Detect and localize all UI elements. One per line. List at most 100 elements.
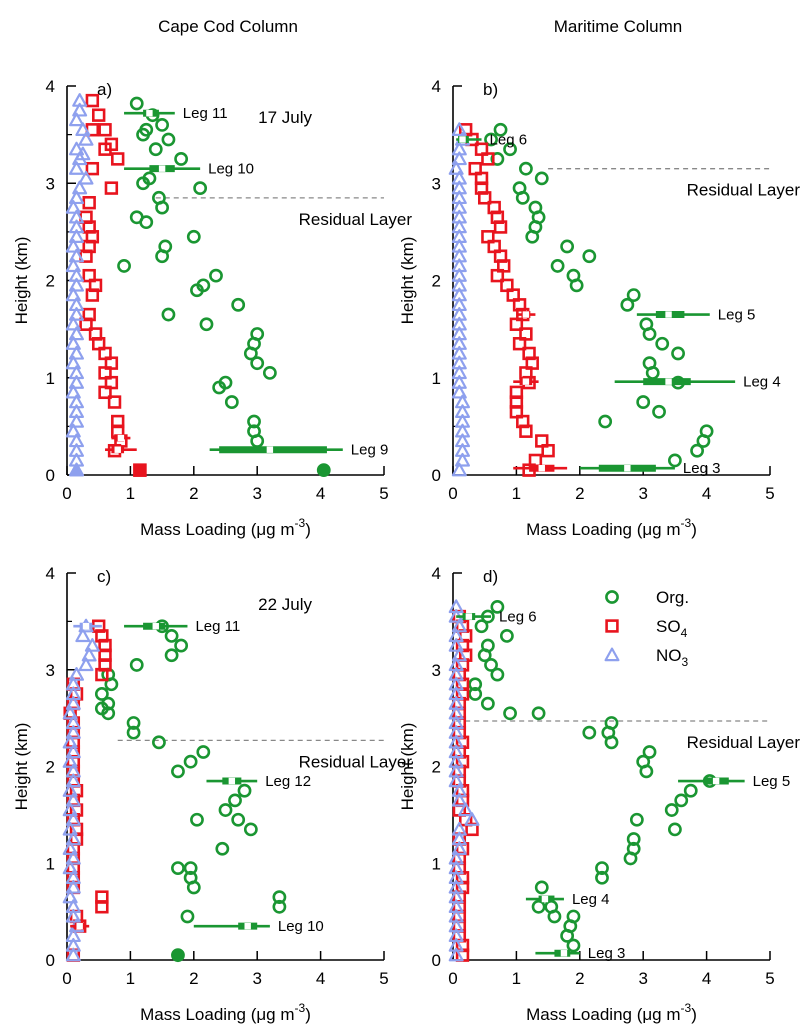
x-tick-label: 4 xyxy=(702,969,711,988)
leg-median-marker xyxy=(114,446,121,453)
data-point-triangle xyxy=(65,200,81,214)
data-point-circle xyxy=(484,658,498,672)
data-point-triangle xyxy=(69,414,85,428)
leg-label: Leg 11 xyxy=(183,105,228,122)
data-point-circle xyxy=(186,880,201,895)
data-point-square xyxy=(79,317,93,331)
data-point-circle xyxy=(499,628,514,643)
x-axis-label-close: ) xyxy=(305,1005,311,1024)
data-point-triangle xyxy=(69,112,85,127)
ground-point xyxy=(69,462,85,477)
data-point-square xyxy=(95,667,109,682)
residual-layer-label: Residual Layer xyxy=(299,752,413,771)
x-tick-label: 3 xyxy=(252,484,261,503)
data-point-triangle xyxy=(69,141,85,156)
legend-label-sub: 4 xyxy=(681,626,688,640)
x-tick-label: 1 xyxy=(512,484,521,503)
data-point-circle xyxy=(164,628,179,643)
data-point-circle xyxy=(490,667,505,682)
data-point-circle xyxy=(243,822,258,837)
data-point-triangle xyxy=(448,947,464,962)
series-so4 xyxy=(458,123,555,477)
data-point-circle xyxy=(626,832,641,846)
data-point-triangle xyxy=(65,850,81,865)
x-tick-label: 3 xyxy=(638,484,647,503)
data-point-square xyxy=(519,424,533,438)
data-point-circle xyxy=(626,288,641,302)
x-tick-label: 0 xyxy=(448,484,457,503)
x-tick-label: 0 xyxy=(62,484,71,503)
data-point-triangle xyxy=(65,355,81,370)
leg-label: Leg 3 xyxy=(588,945,626,962)
data-point-circle xyxy=(671,346,685,361)
data-point-circle xyxy=(250,356,265,371)
y-tick-label: 2 xyxy=(432,272,441,291)
leg-label: Leg 12 xyxy=(265,773,311,790)
legend-marker-square xyxy=(605,619,619,633)
leg-label: Leg 6 xyxy=(490,131,528,148)
x-axis-label: Mass Loading (μg m-3) xyxy=(140,1001,311,1024)
leg-label: Leg 9 xyxy=(351,442,389,459)
x-tick-label: 5 xyxy=(379,969,388,988)
data-point-circle xyxy=(183,861,198,875)
x-axis-label-close: ) xyxy=(691,520,697,539)
data-point-triangle xyxy=(451,647,467,662)
x-tick-label: 5 xyxy=(379,484,388,503)
data-point-triangle xyxy=(448,161,464,175)
data-point-triangle xyxy=(62,734,78,749)
data-point-triangle xyxy=(65,423,81,438)
y-tick-label: 2 xyxy=(432,758,441,777)
y-tick-label: 0 xyxy=(432,466,441,485)
data-point-triangle xyxy=(69,190,85,205)
data-point-circle xyxy=(94,687,109,701)
series-no3 xyxy=(62,618,100,962)
data-point-square xyxy=(512,337,527,351)
data-point-triangle xyxy=(451,618,467,633)
y-axis-label: Height (km) xyxy=(12,723,31,811)
leg-label: Leg 4 xyxy=(743,374,781,391)
y-axis-label: Height (km) xyxy=(398,237,417,325)
data-point-circle xyxy=(484,132,498,147)
data-point-circle xyxy=(247,414,261,429)
data-point-circle xyxy=(503,142,517,157)
x-tick-label: 2 xyxy=(575,484,584,503)
x-axis-label-close: ) xyxy=(691,1005,697,1024)
ground-point xyxy=(133,463,147,477)
panel-date: 22 July xyxy=(258,595,312,614)
data-point-triangle xyxy=(78,170,94,185)
data-point-circle xyxy=(468,687,483,701)
data-point-triangle xyxy=(65,744,81,759)
data-point-circle xyxy=(582,249,597,264)
y-tick-label: 4 xyxy=(432,564,441,583)
data-point-triangle xyxy=(65,773,81,788)
column-title-maritime: Maritime Column xyxy=(554,17,682,36)
data-point-circle xyxy=(126,725,141,740)
leg-label: Leg 5 xyxy=(753,773,791,790)
y-tick-label: 3 xyxy=(46,174,55,193)
data-point-circle xyxy=(642,327,657,341)
data-point-circle xyxy=(129,658,144,672)
data-point-circle xyxy=(117,259,131,273)
series-org xyxy=(484,122,714,468)
data-point-square xyxy=(98,142,112,156)
y-axis-label: Height (km) xyxy=(12,237,31,325)
data-point-triangle xyxy=(72,180,88,195)
data-point-triangle xyxy=(65,258,81,273)
panel-1: 0 1 2 3 4 5 0 1 2 3 4 Height (km) Mass Loading (μg m… xyxy=(12,77,412,539)
residual-layer-label: Residual Layer xyxy=(687,181,801,200)
data-point-circle xyxy=(668,822,682,837)
data-point-circle xyxy=(534,171,549,186)
y-tick-label: 2 xyxy=(46,272,55,291)
data-point-triangle xyxy=(65,238,81,253)
data-point-triangle xyxy=(451,792,467,807)
data-point-circle xyxy=(639,764,654,779)
data-point-square xyxy=(490,268,505,283)
leg-median-marker xyxy=(541,895,549,903)
data-point-triangle xyxy=(75,628,91,643)
y-tick-label: 1 xyxy=(432,854,441,873)
series-no3 xyxy=(448,599,480,962)
x-tick-label: 2 xyxy=(189,969,198,988)
data-point-circle xyxy=(171,861,185,875)
series-org xyxy=(117,96,277,448)
data-point-square xyxy=(95,900,109,914)
